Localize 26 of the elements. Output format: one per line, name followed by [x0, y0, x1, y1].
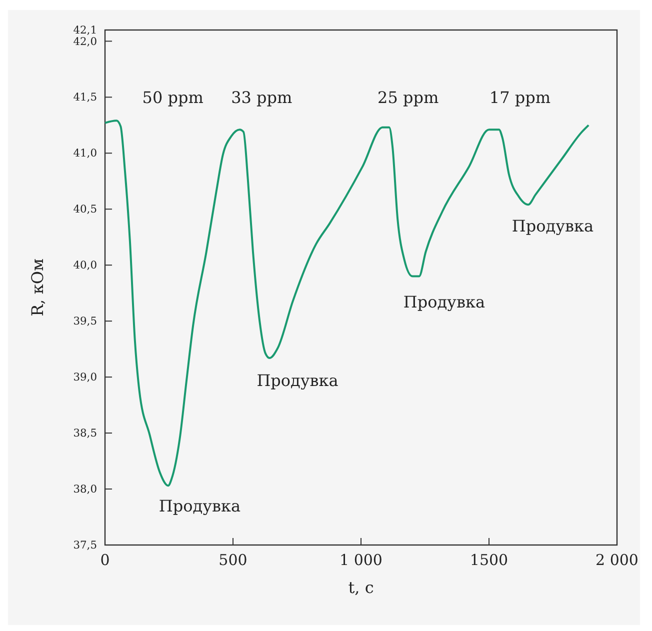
y-tick-label: 38,0 [73, 482, 98, 496]
annotation: Продувка [256, 371, 339, 390]
x-tick-label: 2 000 [596, 551, 638, 569]
y-tick-label: 38,5 [73, 426, 97, 440]
annotation: 25 ppm [378, 88, 439, 107]
y-tick-label: 37,5 [73, 538, 97, 552]
annotation: Продувка [512, 216, 594, 236]
annotation: 17 ppm [489, 88, 551, 107]
x-tick-label: 0 [100, 551, 110, 569]
x-tick-label: 1500 [470, 551, 508, 569]
x-axis-title: t, с [348, 578, 374, 597]
y-tick-label: 42,1 [73, 24, 97, 37]
annotation: 50 ppm [142, 88, 204, 107]
y-tick-label: 41,0 [73, 146, 98, 160]
y-tick-label: 41,5 [73, 90, 97, 104]
annotation: 33 ppm [231, 88, 292, 107]
y-axis-title: R, кОм [28, 258, 47, 316]
y-tick-label: 42,0 [73, 34, 98, 48]
y-tick-label: 40,0 [73, 258, 98, 272]
annotation: Продувка [158, 496, 241, 516]
y-tick-label: 39,5 [73, 314, 97, 328]
x-tick-label: 1 000 [340, 551, 382, 569]
y-tick-label: 39,0 [73, 370, 98, 384]
annotation: Продувка [403, 292, 486, 312]
x-tick-label: 500 [218, 551, 248, 569]
y-tick-label: 40,5 [73, 202, 97, 216]
